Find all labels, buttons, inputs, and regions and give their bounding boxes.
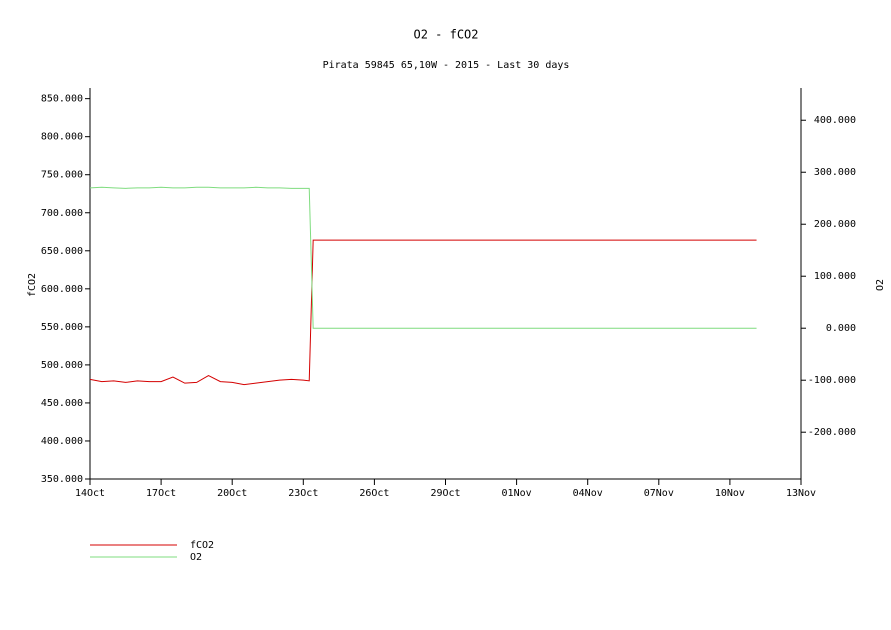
x-tick-label: 13Nov bbox=[786, 488, 816, 499]
x-tick-label: 14Oct bbox=[75, 488, 105, 499]
y-tick-label: 800.000 bbox=[41, 132, 83, 143]
y-tick-label: 350.000 bbox=[41, 474, 83, 485]
x-tick-label: 07Nov bbox=[644, 488, 674, 499]
y-tick-label: 850.000 bbox=[41, 94, 83, 105]
y2-tick-label: 300.000 bbox=[814, 167, 856, 178]
y2-tick-label: 200.000 bbox=[814, 219, 856, 230]
y2-tick-label: 100.000 bbox=[814, 271, 856, 282]
legend-label: fCO2 bbox=[190, 540, 214, 551]
y2-tick-label: -200.000 bbox=[808, 427, 856, 438]
x-tick-label: 01Nov bbox=[502, 488, 532, 499]
y-tick-label: 700.000 bbox=[41, 208, 83, 219]
y-tick-label: 550.000 bbox=[41, 322, 83, 333]
y-tick-label: 450.000 bbox=[41, 398, 83, 409]
y2-tick-label: 0.000 bbox=[826, 323, 856, 334]
x-tick-label: 17Oct bbox=[146, 488, 176, 499]
y-tick-label: 650.000 bbox=[41, 246, 83, 257]
series-line bbox=[89, 186, 757, 329]
series-line bbox=[89, 239, 757, 386]
y-tick-label: 400.000 bbox=[41, 436, 83, 447]
x-tick-label: 20Oct bbox=[217, 488, 247, 499]
y2-tick-label: -100.000 bbox=[808, 375, 856, 386]
x-tick-label: 26Oct bbox=[359, 488, 389, 499]
y-tick-label: 750.000 bbox=[41, 170, 83, 181]
y-axis-label: fCO2 bbox=[27, 273, 38, 297]
legend-label: O2 bbox=[190, 552, 202, 563]
y-tick-label: 500.000 bbox=[41, 360, 83, 371]
x-tick-label: 29Oct bbox=[430, 488, 460, 499]
chart-title: O2 - fCO2 bbox=[413, 28, 478, 42]
x-tick-label: 04Nov bbox=[573, 488, 603, 499]
axis-frame bbox=[89, 88, 802, 480]
y2-axis-label: O2 bbox=[875, 279, 886, 291]
x-tick-label: 23Oct bbox=[288, 488, 318, 499]
y2-tick-label: 400.000 bbox=[814, 115, 856, 126]
x-tick-label: 10Nov bbox=[715, 488, 745, 499]
chart-subtitle: Pirata 59845 65,10W - 2015 - Last 30 day… bbox=[323, 60, 570, 71]
y-tick-label: 600.000 bbox=[41, 284, 83, 295]
